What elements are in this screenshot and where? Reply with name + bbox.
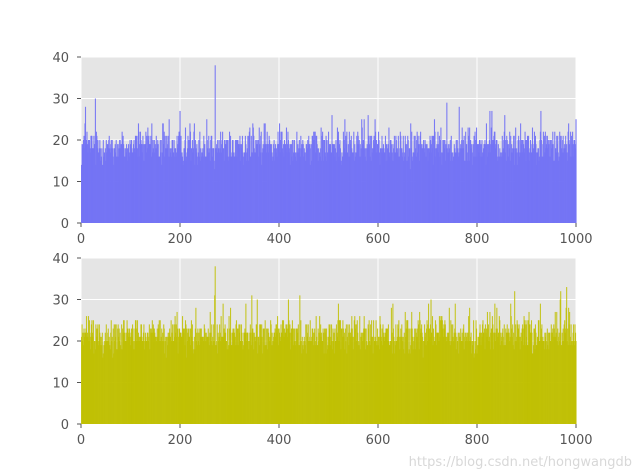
chart-panel-2: 0 200 400 600 800 1000 0 10 20 30 40 — [52, 252, 592, 448]
y-tick-label: 10 — [52, 377, 69, 392]
y-tick-label: 40 — [52, 252, 69, 267]
bars — [81, 65, 577, 223]
bar — [575, 119, 577, 223]
y-tick-label: 0 — [61, 418, 69, 433]
y-tick-label: 20 — [52, 335, 69, 350]
x-tick-label: 200 — [168, 433, 193, 448]
x-tick-label: 600 — [366, 433, 391, 448]
x-tick-label: 600 — [366, 232, 391, 247]
y-tick-label: 10 — [52, 176, 69, 191]
x-tick-label: 400 — [267, 232, 292, 247]
x-tick-label: 800 — [465, 232, 490, 247]
y-tick-label: 30 — [52, 294, 69, 309]
watermark-text: https://blog.csdn.net/hongwangdb — [408, 455, 632, 470]
y-tick-label: 30 — [52, 93, 69, 108]
x-tick-label: 400 — [267, 433, 292, 448]
bar — [214, 65, 216, 223]
x-tick-label: 0 — [77, 232, 85, 247]
x-tick-label: 1000 — [559, 433, 592, 448]
y-tick-label: 20 — [52, 134, 69, 149]
x-tick-label: 0 — [77, 433, 85, 448]
x-tick-label: 200 — [168, 232, 193, 247]
x-tick-label: 1000 — [559, 232, 592, 247]
chart-panel-1: 0 200 400 600 800 1000 0 10 20 30 40 — [52, 51, 592, 247]
bars — [81, 266, 577, 424]
bar — [575, 341, 577, 424]
y-tick-label: 40 — [52, 51, 69, 66]
bar — [94, 98, 96, 223]
x-tick-label: 800 — [465, 433, 490, 448]
y-tick-label: 0 — [61, 217, 69, 232]
